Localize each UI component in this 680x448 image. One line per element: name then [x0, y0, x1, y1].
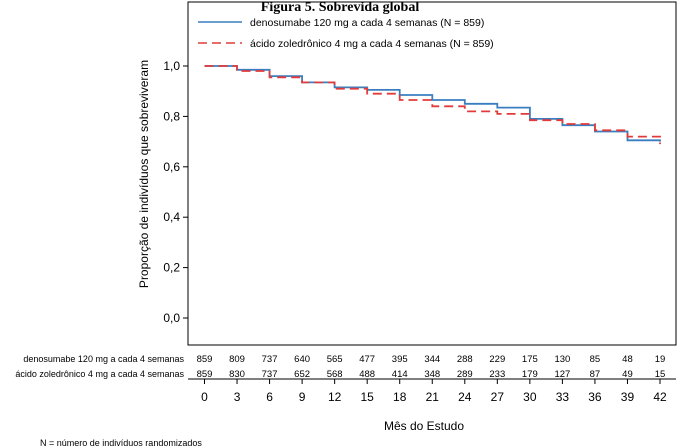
legend-label-acido-zoledronico: ácido zoledrônico 4 mg a cada 4 semanas … [250, 38, 494, 50]
y-tick-label: 1,0 [163, 59, 180, 73]
risk-value: 49 [622, 369, 633, 380]
risk-value: 640 [294, 354, 310, 365]
risk-value: 48 [622, 354, 633, 365]
x-tick-label: 30 [523, 390, 537, 404]
risk-value: 348 [424, 369, 440, 380]
risk-value: 19 [655, 354, 666, 365]
x-tick-label: 0 [201, 390, 208, 404]
x-tick-label: 24 [458, 390, 472, 404]
legend: denosumabe 120 mg a cada 4 semanas (N = … [198, 17, 494, 50]
risk-value: 344 [424, 354, 440, 365]
risk-value: 229 [489, 354, 505, 365]
x-tick-label: 6 [266, 390, 273, 404]
risk-value: 859 [197, 369, 213, 380]
y-tick-label: 0,2 [163, 261, 180, 275]
risk-value: 809 [229, 354, 245, 365]
plot-area: 0,00,20,40,60,81,00 3 6 9 12 15 18 21 24 27 30 33 36… [163, 1, 677, 404]
risk-value: 568 [327, 369, 343, 380]
risk-value: 737 [262, 369, 278, 380]
x-axis-title: Mês do Estudo [384, 419, 464, 433]
x-tick-label: 36 [588, 390, 602, 404]
plot-frame [187, 1, 677, 346]
series-line-acido-zoledronico [204, 65, 661, 145]
x-tick-label: 3 [234, 390, 241, 404]
risk-value: 87 [590, 369, 601, 380]
risk-value: 179 [522, 369, 538, 380]
y-tick-label: 0,6 [163, 160, 180, 174]
risk-value: 233 [489, 369, 505, 380]
x-tick-label: 27 [491, 390, 505, 404]
x-tick-label: 15 [360, 390, 374, 404]
risk-value: 15 [655, 369, 666, 380]
x-tick-label: 18 [393, 390, 407, 404]
y-axis-title: Proporção de indivíduos que sobreviveram [137, 60, 151, 288]
risk-value: 859 [197, 354, 213, 365]
risk-value: 127 [554, 369, 570, 380]
y-tick-label: 0,8 [163, 109, 180, 123]
footnote: N = número de indivíduos randomizados [40, 438, 202, 448]
x-tick-label: 12 [328, 390, 342, 404]
y-tick-label: 0,0 [163, 311, 180, 325]
legend-label-denosumabe: denosumabe 120 mg a cada 4 semanas (N = … [250, 17, 484, 29]
chart-title: Figura 5. Sobrevida global [261, 0, 420, 15]
risk-value: 477 [359, 354, 375, 365]
risk-value: 737 [262, 354, 278, 365]
risk-row-label-denosumabe: denosumabe 120 mg a cada 4 semanas [23, 354, 184, 364]
x-tick-label: 21 [426, 390, 440, 404]
risk-value: 830 [229, 369, 245, 380]
risk-value: 130 [554, 354, 570, 365]
x-tick-label: 39 [621, 390, 635, 404]
risk-value: 652 [294, 369, 310, 380]
risk-value: 565 [327, 354, 343, 365]
series-line-denosumabe [204, 65, 661, 142]
x-tick-label: 9 [299, 390, 306, 404]
risk-value: 288 [457, 354, 473, 365]
risk-value: 289 [457, 369, 473, 380]
risk-row-label-acido-zoledronico: ácido zoledrônico 4 mg a cada 4 semanas [15, 369, 184, 379]
x-tick-label: 33 [556, 390, 570, 404]
risk-value: 85 [590, 354, 601, 365]
risk-value: 175 [522, 354, 538, 365]
x-tick-label: 42 [653, 390, 667, 404]
risk-value: 414 [392, 369, 408, 380]
risk-value: 488 [359, 369, 375, 380]
risk-value: 395 [392, 354, 408, 365]
y-tick-label: 0,4 [163, 210, 180, 224]
